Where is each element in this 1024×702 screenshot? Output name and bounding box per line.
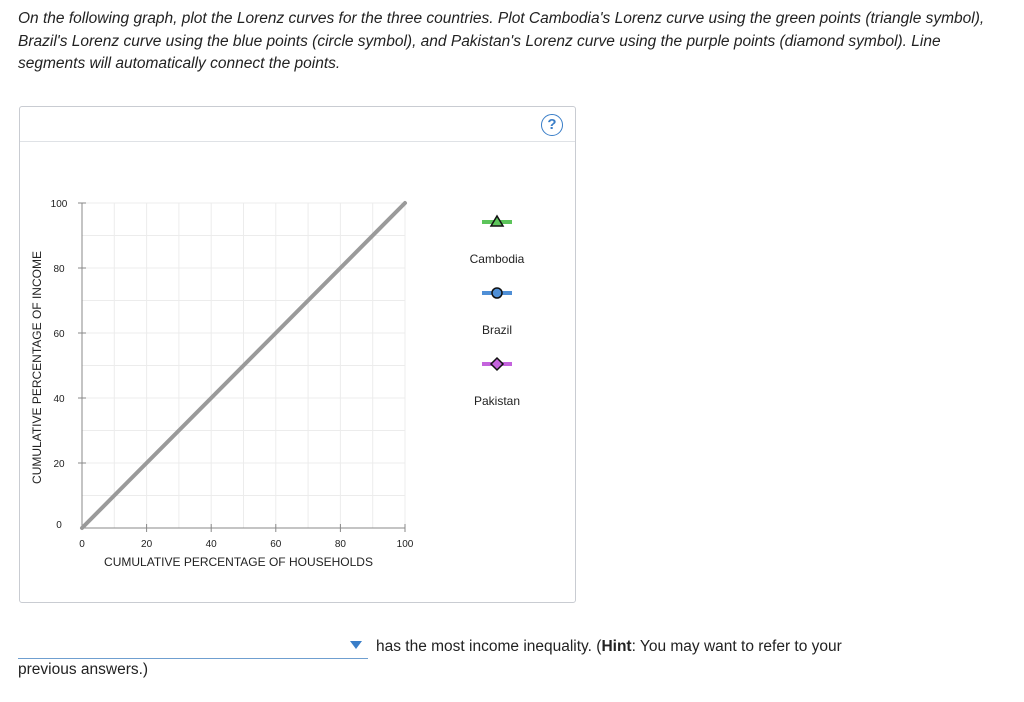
question-text: has the most income inequality. (Hint: Y… xyxy=(376,638,842,656)
x-tick-label: 80 xyxy=(335,539,347,550)
y-tick-label: 100 xyxy=(51,199,68,210)
hint-label: Hint xyxy=(601,638,632,655)
country-select[interactable] xyxy=(18,634,368,659)
y-tick-label: 0 xyxy=(56,520,62,531)
x-tick-label: 100 xyxy=(397,539,414,550)
brazil-circle-tool[interactable] xyxy=(491,287,503,299)
x-axis-title: CUMULATIVE PERCENTAGE OF HOUSEHOLDS xyxy=(104,555,373,569)
x-tick-label: 20 xyxy=(141,539,153,550)
legend-label-pakistan: Pakistan xyxy=(474,394,520,408)
help-icon[interactable]: ? xyxy=(541,114,563,136)
y-tick-label: 80 xyxy=(53,264,65,275)
x-tick-label: 40 xyxy=(206,539,218,550)
y-tick-label: 20 xyxy=(53,459,65,470)
question-text-main: has the most income inequality. ( xyxy=(376,638,602,655)
y-tick-label: 60 xyxy=(53,329,65,340)
legend-label-brazil: Brazil xyxy=(482,323,512,337)
x-tick-label: 0 xyxy=(79,539,85,550)
y-axis-title: CUMULATIVE PERCENTAGE OF INCOME xyxy=(30,251,44,484)
cambodia-triangle-tool[interactable] xyxy=(489,214,505,227)
legend-label-cambodia: Cambodia xyxy=(470,252,525,266)
question-text-continued: previous answers.) xyxy=(18,661,149,678)
y-tick-label: 40 xyxy=(53,394,65,405)
lorenz-chart[interactable]: 0 20 40 60 80 100 0 20 40 60 80 100 CUMULATIVE PERCE… xyxy=(20,142,575,602)
hint-text: : You may want to refer to your xyxy=(631,638,842,655)
pakistan-diamond-tool[interactable] xyxy=(489,356,505,372)
graph-panel-header: ? xyxy=(20,107,575,142)
chevron-down-icon[interactable] xyxy=(350,641,362,649)
graph-panel: ? 0 20 40 60 80 100 0 20 40 60 80 100 CUMULATIVE PER… xyxy=(19,106,576,603)
equality-line xyxy=(80,201,407,530)
x-tick-label: 60 xyxy=(270,539,282,550)
instructions-text: On the following graph, plot the Lorenz … xyxy=(18,10,985,72)
